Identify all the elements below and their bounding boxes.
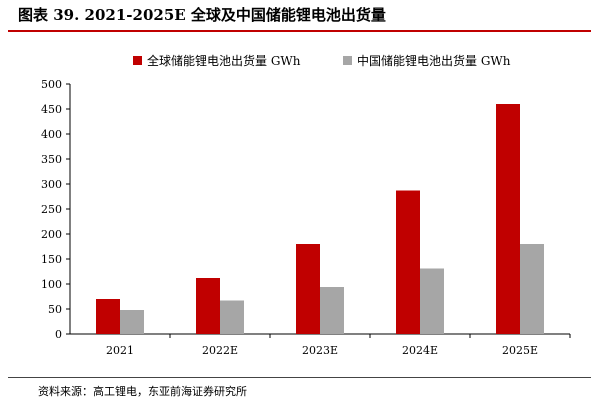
bar-china [420, 268, 444, 334]
y-tick-label: 400 [41, 128, 62, 141]
y-tick-label: 500 [41, 78, 62, 91]
title-underline [8, 30, 591, 32]
source-divider [8, 377, 591, 378]
bar-china [520, 244, 544, 334]
source-note: 资料来源：高工锂电，东亚前海证券研究所 [38, 385, 247, 398]
legend-swatch-china [343, 56, 352, 65]
bar-global [396, 190, 420, 334]
legend-item-global: 全球储能锂电池出货量 GWh [133, 52, 300, 69]
x-tick-label: 2023E [302, 344, 338, 357]
y-tick-label: 150 [41, 253, 62, 266]
bar-global [196, 278, 220, 334]
y-tick-label: 50 [48, 303, 62, 316]
legend-swatch-global [133, 56, 142, 65]
bar-china [220, 300, 244, 334]
bar-china [320, 287, 344, 334]
legend-label-global: 全球储能锂电池出货量 GWh [147, 54, 301, 68]
x-tick-label: 2024E [402, 344, 438, 357]
figure-title: 图表 39. 2021-2025E 全球及中国储能锂电池出货量 [18, 6, 386, 24]
y-tick-label: 250 [41, 203, 62, 216]
bar-global [496, 104, 520, 334]
bar-global [96, 299, 120, 334]
x-tick-label: 2025E [502, 344, 538, 357]
y-tick-label: 100 [41, 278, 62, 291]
x-tick-label: 2021 [106, 344, 134, 357]
bar-global [296, 244, 320, 334]
y-tick-label: 450 [41, 103, 62, 116]
y-tick-label: 300 [41, 178, 62, 191]
y-tick-label: 200 [41, 228, 62, 241]
y-tick-label: 0 [55, 328, 62, 341]
x-tick-label: 2022E [202, 344, 238, 357]
legend-label-china: 中国储能锂电池出货量 GWh [357, 54, 511, 68]
y-tick-label: 350 [41, 153, 62, 166]
bar-china [120, 310, 144, 334]
chart-legend: 全球储能锂电池出货量 GWh 中国储能锂电池出货量 GWh [0, 52, 599, 70]
legend-item-china: 中国储能锂电池出货量 GWh [343, 52, 510, 69]
figure-header: 图表 39. 2021-2025E 全球及中国储能锂电池出货量 [8, 0, 591, 32]
